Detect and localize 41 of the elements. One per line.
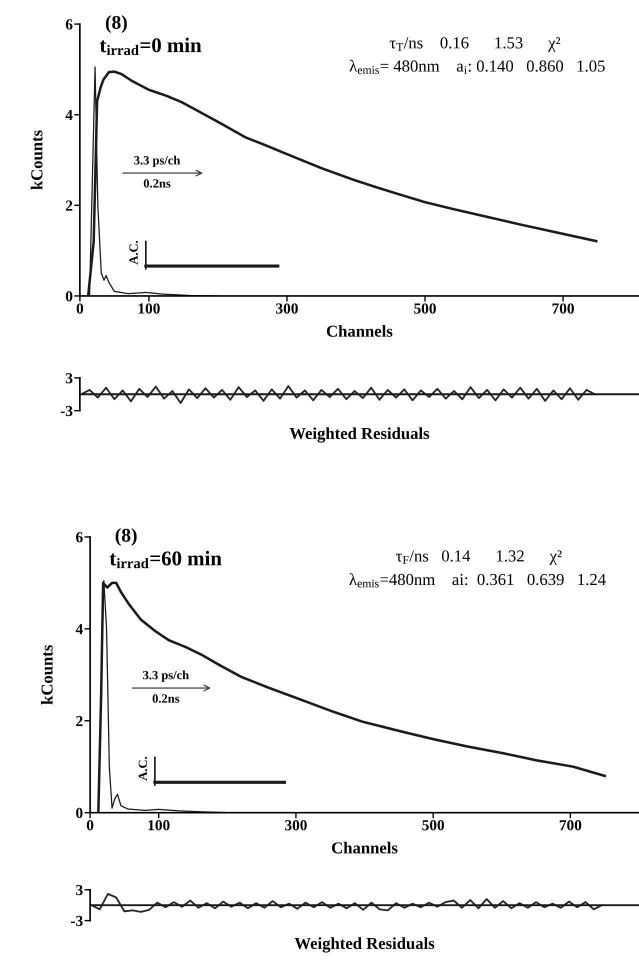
y-axis-title: kCounts bbox=[30, 130, 42, 190]
x-tick-label: 300 bbox=[276, 303, 298, 314]
annotation: (8) bbox=[116, 528, 137, 546]
annotation: (8) bbox=[106, 15, 127, 33]
annotation: τ$_{T}$/ns 0.16 1.53 χ² bbox=[390, 37, 560, 52]
y-tick-label: 3 bbox=[76, 884, 83, 896]
x-tick-label: 500 bbox=[422, 820, 444, 830]
annotation: τ$_{F}$/ns 0.14 1.32 χ² bbox=[396, 550, 562, 565]
annotation: A.C. bbox=[138, 756, 148, 781]
annotation: t$_{irrad}$=0 min bbox=[100, 38, 202, 56]
annotation: 3.3 ps/ch bbox=[143, 670, 189, 682]
x-axis-title: Weighted Residuals bbox=[294, 937, 434, 953]
y-tick-label: -3 bbox=[60, 406, 72, 416]
x-axis-title: Channels bbox=[326, 325, 392, 337]
y-tick-label: 4 bbox=[76, 624, 83, 634]
x-tick-label: 700 bbox=[552, 303, 574, 314]
y-tick-label: 0 bbox=[66, 291, 72, 302]
y-tick-label: 3 bbox=[66, 373, 72, 384]
annotation: t$_{irrad}$=60 min bbox=[110, 550, 222, 568]
x-tick-label: 100 bbox=[138, 303, 160, 314]
annotation: 0.2ns bbox=[144, 179, 170, 188]
annotation: 3.3 ps/ch bbox=[134, 156, 180, 168]
y-tick-label: 0 bbox=[76, 808, 83, 818]
x-tick-label: 300 bbox=[285, 820, 307, 830]
annotation: λ$_{emis}$= 480nm a$_{i}$: 0.140 0.860 1.05 bbox=[350, 60, 605, 74]
x-tick-label: 500 bbox=[414, 303, 436, 314]
x-axis-title: Channels bbox=[332, 842, 398, 854]
x-tick-label: 0 bbox=[86, 820, 94, 830]
annotation: 0.2ns bbox=[152, 694, 180, 703]
y-tick-label: 6 bbox=[76, 532, 83, 542]
y-tick-label: 4 bbox=[66, 110, 73, 120]
y-tick-label: 2 bbox=[76, 716, 82, 726]
annotation: λ$_{emis}$=480nm ai: 0.361 0.639 1.24 bbox=[349, 573, 606, 588]
x-tick-label: 100 bbox=[148, 820, 170, 830]
y-tick-label: -3 bbox=[70, 916, 83, 926]
x-axis-title: Weighted Residuals bbox=[290, 427, 430, 443]
y-axis-title: kCounts bbox=[40, 645, 53, 704]
x-tick-label: 700 bbox=[560, 820, 582, 830]
annotation: A.C. bbox=[129, 240, 138, 264]
y-tick-label: 6 bbox=[66, 19, 72, 30]
y-tick-label: 2 bbox=[66, 200, 72, 211]
